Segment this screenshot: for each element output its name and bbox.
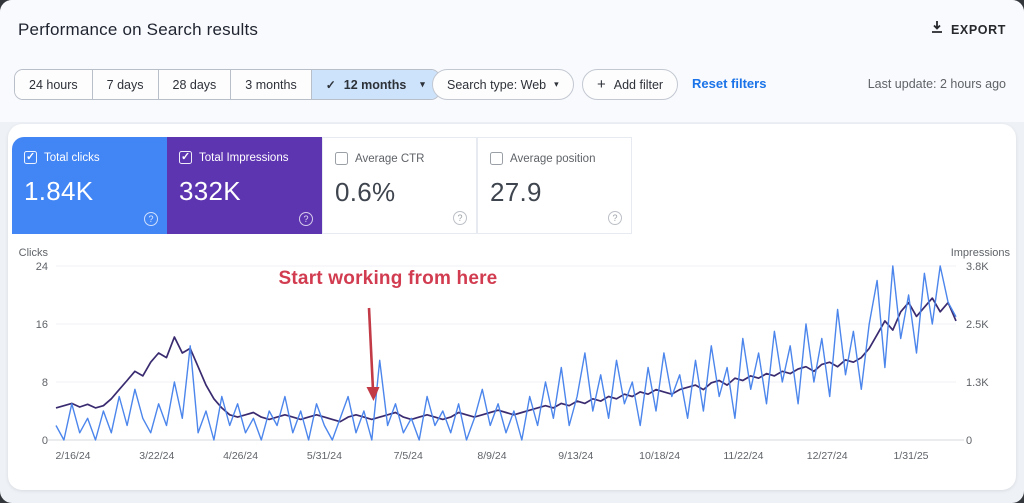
line-chart[interactable]: Clicks 0 8 16 24 Impressions 0 1.3K 2.5K 3.8K 2/16… bbox=[8, 244, 1016, 487]
chart-svg[interactable]: Clicks 0 8 16 24 Impressions 0 1.3K 2.5K 3.8K 2/16… bbox=[8, 244, 1016, 482]
total-impressions-card[interactable]: Total Impressions 332K ? bbox=[167, 137, 322, 234]
average-position-value: 27.9 bbox=[490, 177, 542, 207]
x-axis-tick: 4/26/24 bbox=[223, 450, 258, 462]
last-update-text: Last update: 2 hours ago bbox=[867, 77, 1006, 91]
range-3-months[interactable]: 3 months bbox=[231, 70, 312, 99]
range-28-days[interactable]: 28 days bbox=[158, 70, 232, 99]
performance-panel: Total clicks 1.84K ? Total Impressions 3… bbox=[8, 124, 1016, 490]
total-clicks-value: 1.84K bbox=[24, 176, 94, 206]
annotation-arrow bbox=[367, 307, 375, 391]
total-clicks-label: Total clicks bbox=[44, 151, 100, 164]
help-icon[interactable]: ? bbox=[453, 211, 467, 225]
right-axis-title: Impressions bbox=[951, 247, 1011, 259]
x-axis-tick: 7/5/24 bbox=[394, 450, 423, 462]
x-axis-tick: 8/9/24 bbox=[477, 450, 506, 462]
series-impressions-line[interactable] bbox=[55, 297, 957, 423]
total-impressions-checkbox[interactable] bbox=[179, 150, 192, 164]
x-axis-tick: 5/31/24 bbox=[307, 450, 342, 462]
right-axis-tick: 3.8K bbox=[966, 261, 989, 273]
x-axis-tick: 9/13/24 bbox=[558, 450, 593, 462]
chevron-down-icon: ▾ bbox=[554, 79, 559, 89]
add-filter-button[interactable]: + Add filter bbox=[582, 69, 679, 100]
help-icon[interactable]: ? bbox=[299, 212, 313, 226]
header-background bbox=[0, 0, 1024, 122]
right-axis-tick: 0 bbox=[966, 435, 972, 447]
help-icon[interactable]: ? bbox=[144, 212, 158, 226]
average-position-label: Average position bbox=[510, 152, 596, 165]
filter-bar: 24 hours 7 days 28 days 3 months ✓ 12 mo… bbox=[14, 69, 1010, 100]
total-impressions-label: Total Impressions bbox=[199, 151, 289, 164]
help-icon[interactable]: ? bbox=[608, 211, 622, 225]
total-impressions-value: 332K bbox=[179, 176, 241, 206]
average-ctr-value: 0.6% bbox=[335, 177, 396, 207]
plus-icon: + bbox=[597, 76, 606, 93]
left-axis-tick: 0 bbox=[42, 435, 48, 447]
download-icon bbox=[930, 20, 944, 39]
total-clicks-checkbox[interactable] bbox=[24, 150, 37, 164]
reset-filters-link[interactable]: Reset filters bbox=[692, 76, 767, 91]
average-position-checkbox[interactable] bbox=[490, 152, 503, 165]
left-axis-tick: 16 bbox=[36, 319, 48, 331]
chevron-down-icon: ▾ bbox=[420, 79, 425, 89]
series-clicks-line[interactable] bbox=[55, 265, 957, 441]
annotation-arrowhead bbox=[366, 387, 380, 401]
right-axis-tick: 1.3K bbox=[966, 377, 989, 389]
x-axis-tick: 3/22/24 bbox=[139, 450, 174, 462]
right-axis-tick: 2.5K bbox=[966, 319, 989, 331]
average-ctr-card[interactable]: Average CTR 0.6% ? bbox=[322, 137, 477, 234]
average-ctr-checkbox[interactable] bbox=[335, 152, 348, 165]
range-7-days[interactable]: 7 days bbox=[92, 70, 159, 99]
range-24-hours[interactable]: 24 hours bbox=[15, 70, 93, 99]
page-title: Performance on Search results bbox=[18, 20, 259, 39]
checkmark-icon: ✓ bbox=[325, 77, 336, 92]
average-ctr-label: Average CTR bbox=[355, 152, 425, 165]
x-axis-tick: 10/18/24 bbox=[639, 450, 680, 462]
x-axis-tick: 11/22/24 bbox=[723, 450, 763, 462]
x-axis-tick: 2/16/24 bbox=[55, 450, 90, 462]
export-button[interactable]: EXPORT bbox=[930, 20, 1006, 39]
x-axis-tick: 1/31/25 bbox=[893, 450, 928, 462]
date-range-selector: 24 hours 7 days 28 days 3 months ✓ 12 mo… bbox=[14, 69, 440, 100]
search-type-dropdown[interactable]: Search type: Web ▾ bbox=[432, 69, 574, 100]
left-axis-tick: 24 bbox=[36, 261, 48, 273]
total-clicks-card[interactable]: Total clicks 1.84K ? bbox=[12, 137, 167, 234]
x-axis-tick: 12/27/24 bbox=[807, 450, 848, 462]
left-axis-tick: 8 bbox=[42, 377, 48, 389]
performance-chart[interactable]: Clicks 0 8 16 24 Impressions 0 1.3K 2.5K 3.8K 2/16… bbox=[8, 244, 1016, 482]
left-axis-title: Clicks bbox=[19, 247, 49, 259]
range-12-months-selected[interactable]: ✓ 12 months ▾ bbox=[311, 70, 439, 99]
metric-cards: Total clicks 1.84K ? Total Impressions 3… bbox=[12, 137, 632, 234]
export-label: EXPORT bbox=[951, 22, 1006, 37]
average-position-card[interactable]: Average position 27.9 ? bbox=[477, 137, 632, 234]
